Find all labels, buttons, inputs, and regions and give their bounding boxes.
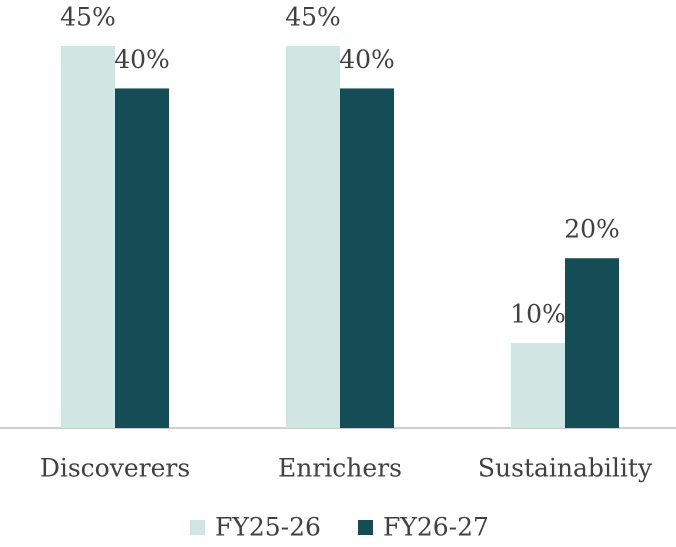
legend-swatch [358,520,373,535]
value-label: 45% [285,3,341,32]
bar [565,258,619,428]
x-tick-label: Discoverers [40,454,190,483]
bar [340,88,394,428]
x-tick-label: Enrichers [278,454,402,483]
value-label: 40% [114,45,170,74]
legend-swatch [190,520,205,535]
x-tick-label: Sustainability [478,454,653,483]
value-label: 45% [60,3,116,32]
value-label: 20% [564,215,620,244]
legend-label: FY25-26 [215,513,321,542]
bar [511,343,565,428]
bar [61,46,115,428]
legend-label: FY26-27 [383,513,489,542]
bar [286,46,340,428]
value-label: 40% [339,45,395,74]
bar [115,88,169,428]
value-label: 10% [510,300,566,329]
